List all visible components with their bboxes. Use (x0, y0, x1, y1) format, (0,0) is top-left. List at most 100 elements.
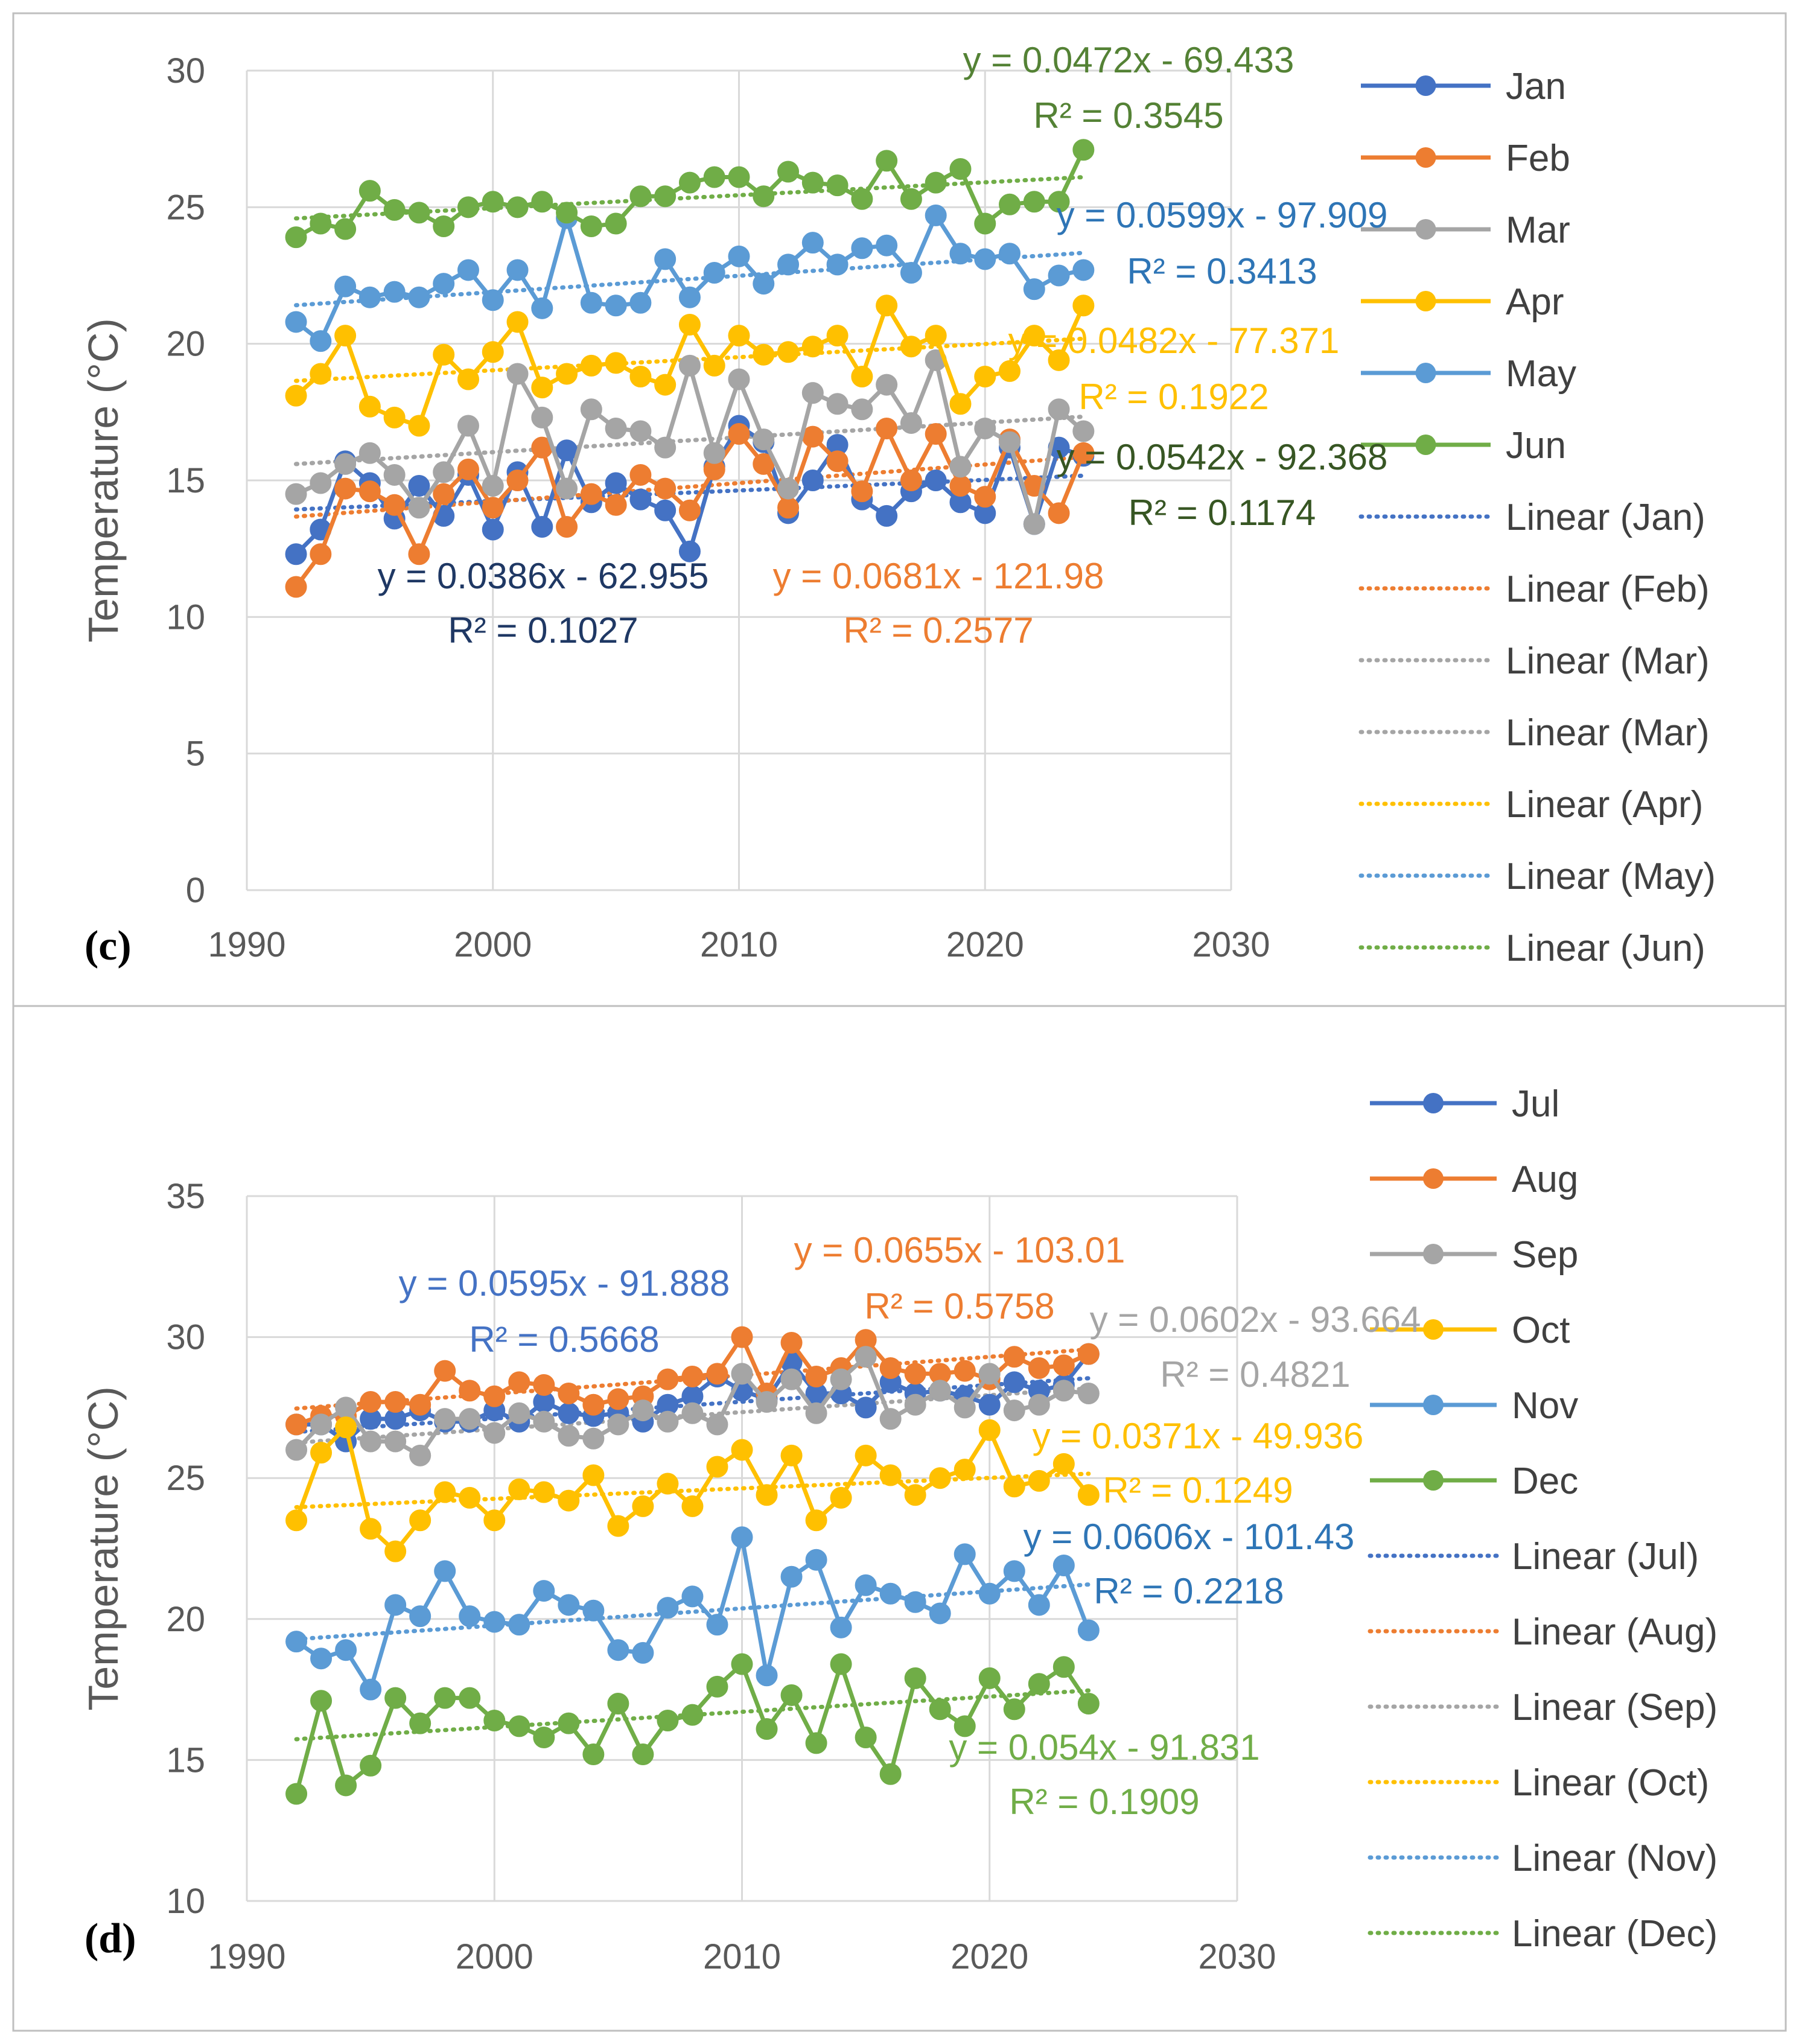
x-tick-label: 2030 (1192, 925, 1270, 964)
data-point-may (999, 243, 1021, 265)
data-point-sep (360, 1430, 382, 1453)
data-point-dec (285, 1783, 308, 1805)
data-point-dec (360, 1754, 382, 1777)
data-point-may (876, 234, 898, 256)
data-point-sep (434, 1408, 456, 1430)
data-point-feb (826, 450, 849, 473)
data-point-sep (409, 1444, 431, 1466)
legend-label-jan: Jan (1506, 66, 1566, 107)
data-point-apr (900, 336, 922, 358)
data-point-nov (483, 1611, 506, 1633)
data-point-mar (999, 431, 1021, 453)
chart-frame (12, 1005, 1787, 2032)
data-point-nov (756, 1664, 778, 1687)
data-point-sep (310, 1413, 333, 1436)
legend-marker-mar (1415, 219, 1436, 240)
data-point-oct (434, 1481, 456, 1503)
data-point-feb (974, 486, 996, 508)
data-point-apr (801, 336, 824, 358)
data-point-mar (826, 393, 849, 415)
legend-label-nov: Nov (1512, 1385, 1578, 1427)
y-tick-label: 5 (186, 734, 205, 774)
data-point-jun (358, 180, 381, 202)
data-point-jan (285, 543, 307, 565)
data-point-apr (506, 311, 529, 333)
trendline-dec (294, 1688, 1091, 1742)
data-point-jun (310, 212, 332, 235)
data-point-sep (879, 1408, 902, 1430)
panel-label: (d) (84, 1915, 136, 1962)
data-point-aug (657, 1368, 679, 1390)
data-point-feb (949, 475, 972, 497)
data-point-jun (334, 218, 357, 240)
data-point-oct (706, 1456, 728, 1478)
legend-label-linear-mar: Linear (Mar) (1506, 640, 1710, 682)
data-point-dec (855, 1727, 877, 1749)
trend-equation: y = 0.0599x - 97.909 (1057, 195, 1388, 235)
data-point-nov (681, 1585, 704, 1608)
legend-label-jun: Jun (1506, 425, 1566, 466)
data-point-jun (1023, 191, 1045, 213)
y-tick-label: 30 (166, 1318, 205, 1357)
data-point-dec (731, 1653, 753, 1675)
y-tick-label: 30 (166, 51, 205, 91)
data-point-oct (409, 1509, 431, 1532)
data-point-jun (703, 166, 725, 188)
data-point-nov (384, 1594, 407, 1616)
data-point-apr (826, 325, 849, 347)
y-tick-label: 15 (166, 461, 205, 500)
data-point-jun (851, 188, 873, 210)
data-point-feb (801, 425, 824, 448)
data-point-dec (929, 1698, 951, 1721)
data-point-nov (1003, 1560, 1025, 1582)
data-point-oct (483, 1509, 506, 1532)
data-point-nov (632, 1641, 654, 1664)
data-point-feb (506, 470, 529, 491)
data-point-jun (433, 215, 455, 238)
legend-marker-nov (1423, 1395, 1444, 1415)
data-point-may (605, 295, 627, 317)
data-point-sep (731, 1363, 753, 1385)
data-point-mar (1048, 398, 1070, 421)
data-point-nov (657, 1597, 679, 1619)
data-point-jun (531, 191, 553, 213)
data-point-oct (855, 1444, 877, 1466)
data-point-oct (558, 1489, 580, 1512)
x-tick-label: 2010 (703, 1937, 781, 1976)
data-point-mar (433, 461, 455, 483)
data-point-nov (360, 1678, 382, 1701)
data-point-sep (558, 1425, 580, 1447)
data-point-apr (876, 295, 898, 317)
trend-equation: y = 0.0655x - 103.01 (794, 1230, 1126, 1270)
data-point-aug (409, 1393, 431, 1416)
data-point-sep (978, 1363, 1001, 1385)
legend-label-linear-apr: Linear (Apr) (1506, 784, 1703, 826)
data-point-feb (457, 458, 479, 480)
data-point-sep (384, 1430, 407, 1453)
data-point-apr (629, 365, 652, 387)
trendline-oct (294, 1471, 1091, 1509)
data-point-jun (974, 212, 996, 235)
data-point-nov (731, 1526, 753, 1549)
data-point-mar (556, 477, 578, 500)
data-point-nov (558, 1594, 580, 1616)
data-point-mar (753, 428, 775, 451)
data-point-feb (285, 576, 307, 598)
legend-marker-apr (1415, 291, 1436, 311)
data-point-aug (607, 1388, 629, 1410)
data-point-nov (780, 1565, 803, 1588)
trend-equation: y = 0.0472x - 69.433 (963, 40, 1294, 80)
y-tick-label: 15 (166, 1740, 205, 1780)
data-point-jun (1048, 191, 1070, 213)
data-point-mar (678, 354, 701, 377)
y-tick-label: 25 (166, 1459, 205, 1498)
x-tick-label: 1990 (208, 925, 285, 964)
trend-equation: y = 0.0542x - 92.368 (1057, 437, 1388, 477)
data-point-aug (582, 1393, 605, 1416)
legend-label-sep: Sep (1512, 1234, 1578, 1276)
data-point-oct (879, 1464, 902, 1486)
data-point-may (1048, 264, 1070, 287)
legend-label-mar: Mar (1506, 209, 1570, 251)
data-point-mar (334, 453, 357, 475)
